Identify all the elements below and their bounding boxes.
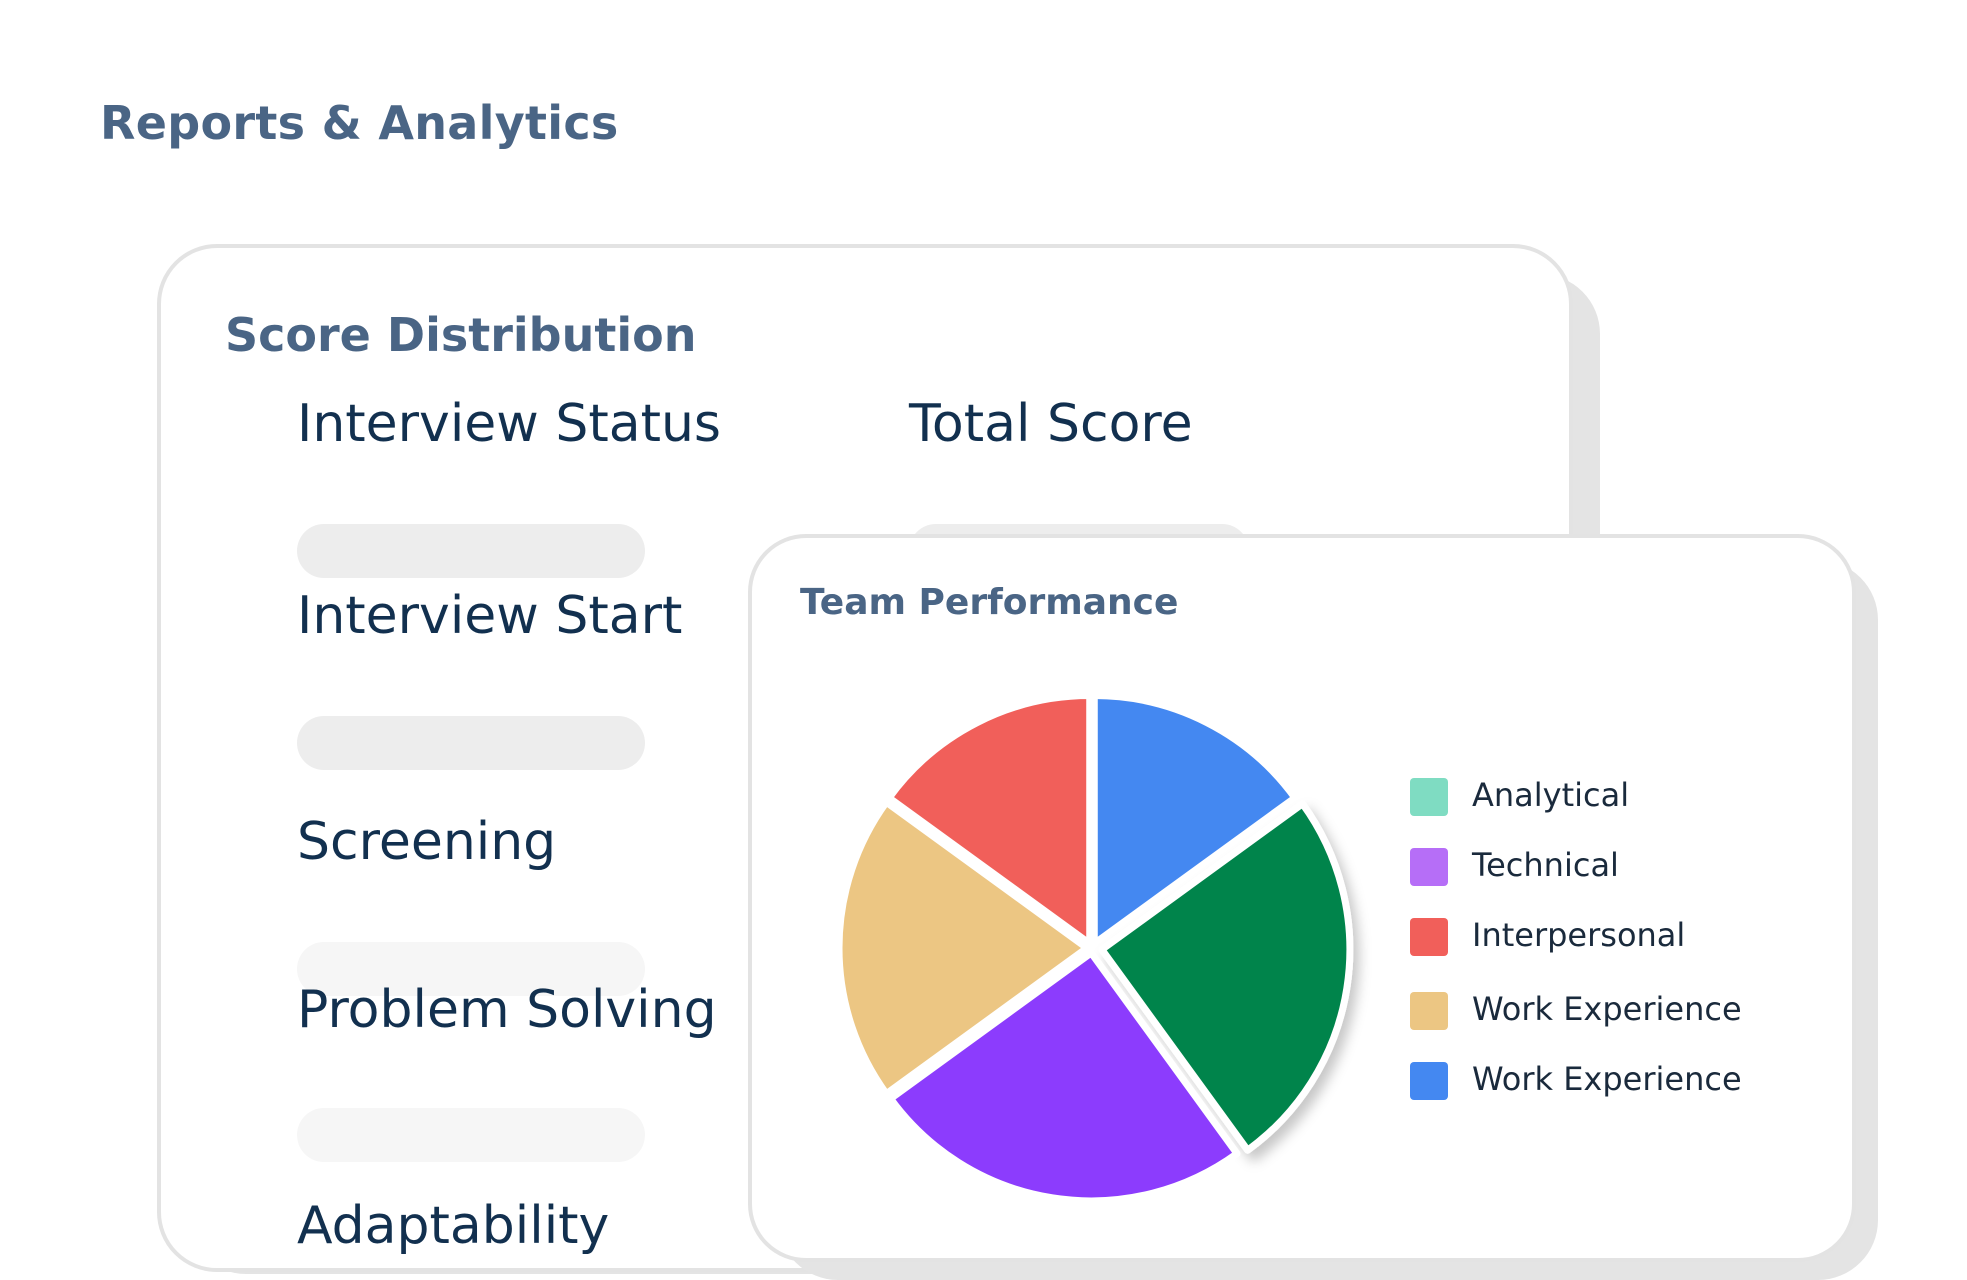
interview-status-field[interactable] [297,524,645,578]
interview-start-field[interactable] [297,716,645,770]
legend-label-work-experience-2: Work Experience [1472,1060,1742,1098]
team-performance-pie-chart [835,692,1354,1205]
screening-label: Screening [297,812,557,872]
pie-slice[interactable] [885,692,1094,948]
legend-label-analytical: Analytical [1472,776,1630,814]
pie-slice[interactable] [1090,692,1299,948]
interview-status-label: Interview Status [297,394,722,454]
legend-label-technical: Technical [1472,846,1619,884]
legend-swatch-work-experience-2 [1410,1062,1448,1100]
screening-field[interactable] [297,942,645,996]
interview-start-label: Interview Start [297,586,683,646]
legend-swatch-work-experience [1410,992,1448,1030]
team-performance-card: Team Performance Analytical Technical In… [748,534,1856,1262]
legend-swatch-technical [1410,848,1448,886]
pie-slice[interactable] [835,798,1091,1098]
total-score-label: Total Score [909,394,1193,454]
score-distribution-title: Score Distribution [225,308,697,362]
legend-label-work-experience: Work Experience [1472,990,1742,1028]
team-performance-title: Team Performance [800,582,1179,623]
pie-slice[interactable] [1098,800,1354,1154]
pie-slice[interactable] [887,949,1241,1205]
page-title: Reports & Analytics [100,96,619,150]
problem-solving-field[interactable] [297,1108,645,1162]
problem-solving-label: Problem Solving [297,980,717,1040]
legend-swatch-interpersonal [1410,918,1448,956]
adaptability-label: Adaptability [297,1196,610,1256]
legend-swatch-analytical [1410,778,1448,816]
legend-label-interpersonal: Interpersonal [1472,916,1686,954]
